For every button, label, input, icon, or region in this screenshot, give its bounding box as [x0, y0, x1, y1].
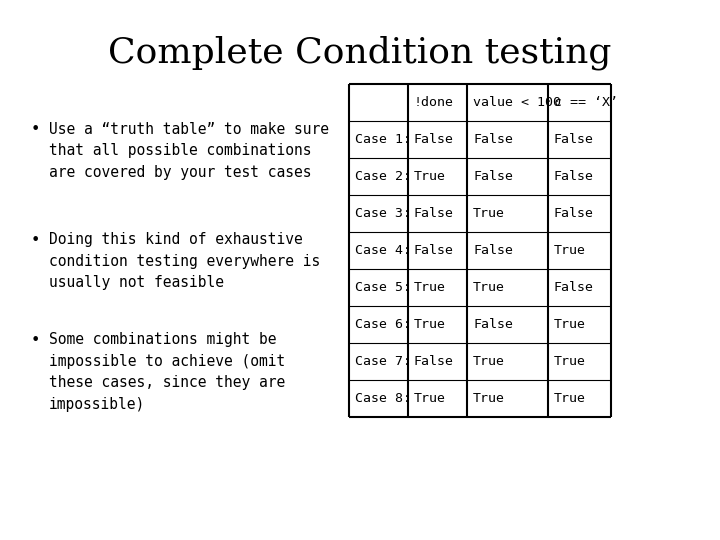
Text: !done: !done — [414, 96, 454, 109]
Text: Case 1:: Case 1: — [355, 133, 411, 146]
Text: Case 8:: Case 8: — [355, 392, 411, 404]
Text: True: True — [554, 355, 585, 368]
Text: •: • — [30, 232, 40, 249]
Text: True: True — [554, 244, 585, 256]
Text: False: False — [554, 170, 594, 183]
Text: False: False — [414, 244, 454, 256]
Text: Case 2:: Case 2: — [355, 170, 411, 183]
Text: True: True — [473, 392, 505, 404]
Text: Case 5:: Case 5: — [355, 281, 411, 294]
Text: True: True — [414, 170, 446, 183]
Text: Doing this kind of exhaustive
condition testing everywhere is
usually not feasib: Doing this kind of exhaustive condition … — [49, 232, 320, 291]
Text: value < 100: value < 100 — [473, 96, 561, 109]
Text: True: True — [414, 392, 446, 404]
Text: False: False — [473, 318, 513, 330]
Text: True: True — [414, 281, 446, 294]
Text: Case 6:: Case 6: — [355, 318, 411, 330]
Text: True: True — [414, 318, 446, 330]
Text: True: True — [473, 207, 505, 220]
Text: False: False — [473, 244, 513, 256]
Text: False: False — [554, 207, 594, 220]
Text: False: False — [554, 133, 594, 146]
Text: Complete Condition testing: Complete Condition testing — [108, 35, 612, 70]
Text: •: • — [30, 122, 40, 138]
Text: Some combinations might be
impossible to achieve (omit
these cases, since they a: Some combinations might be impossible to… — [49, 332, 285, 412]
Text: c == ‘X’: c == ‘X’ — [554, 96, 618, 109]
Text: True: True — [473, 281, 505, 294]
Text: Case 4:: Case 4: — [355, 244, 411, 256]
Text: Case 3:: Case 3: — [355, 207, 411, 220]
Text: False: False — [414, 207, 454, 220]
Text: True: True — [473, 355, 505, 368]
Text: False: False — [473, 133, 513, 146]
Text: False: False — [473, 170, 513, 183]
Text: True: True — [554, 392, 585, 404]
Text: Use a “truth table” to make sure
that all possible combinations
are covered by y: Use a “truth table” to make sure that al… — [49, 122, 329, 180]
Text: •: • — [30, 332, 40, 349]
Text: Case 7:: Case 7: — [355, 355, 411, 368]
Text: True: True — [554, 318, 585, 330]
Text: False: False — [554, 281, 594, 294]
Text: False: False — [414, 355, 454, 368]
Text: False: False — [414, 133, 454, 146]
